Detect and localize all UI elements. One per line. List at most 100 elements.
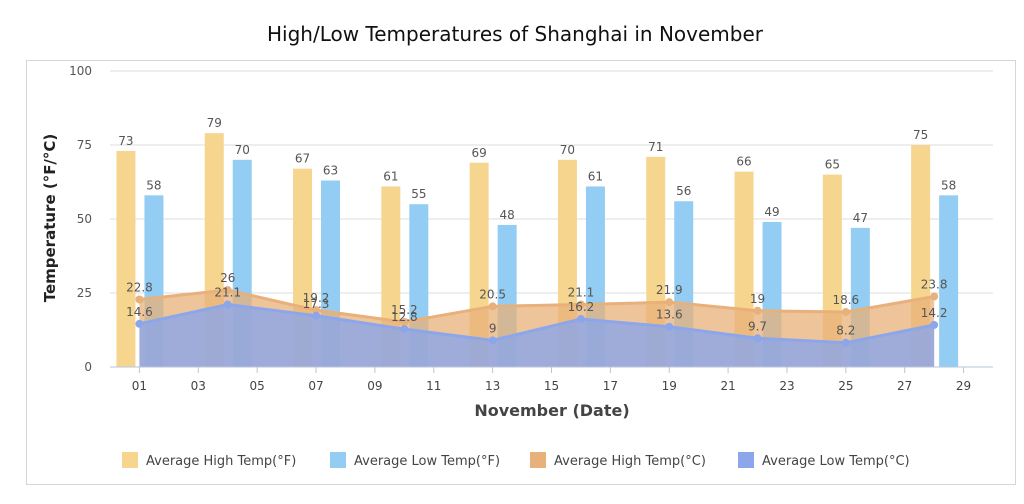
point xyxy=(400,318,409,327)
legend-swatch xyxy=(122,452,138,468)
data-label: 21.1 xyxy=(214,286,241,300)
area-line xyxy=(139,303,935,345)
data-label: 75 xyxy=(913,128,928,142)
data-label: 48 xyxy=(499,208,514,222)
y-tick-label: 25 xyxy=(77,286,92,300)
data-label: 67 xyxy=(295,152,310,166)
data-label: 14.2 xyxy=(921,306,948,320)
x-tick-label: 05 xyxy=(250,379,265,393)
data-label: 70 xyxy=(560,143,575,157)
x-tick-label: 09 xyxy=(367,379,382,393)
data-label: 19.2 xyxy=(303,291,330,305)
legend-swatch xyxy=(738,452,754,468)
legend-label: Average Low Temp(°C) xyxy=(762,454,910,469)
y-axis-title: Temperature (°F/°C) xyxy=(41,134,59,303)
point xyxy=(488,336,497,345)
chart-frame xyxy=(26,60,1016,485)
x-axis: 01 03 05 07 09 11 13 15 17 19 21 23 25 27 29 xyxy=(110,366,993,393)
point xyxy=(930,292,939,301)
point xyxy=(488,302,497,311)
x-tick-label: 11 xyxy=(426,379,441,393)
data-label: 23.8 xyxy=(921,278,948,292)
data-label: 9.7 xyxy=(748,319,767,333)
areas xyxy=(135,286,939,367)
data-label: 22.8 xyxy=(126,281,153,295)
data-label: 12.8 xyxy=(391,310,418,324)
data-label: 58 xyxy=(146,178,161,192)
legend-swatch xyxy=(330,452,346,468)
point xyxy=(753,306,762,315)
data-label: 16.2 xyxy=(568,300,595,314)
y-tick-label: 100 xyxy=(69,64,92,78)
point xyxy=(135,319,144,328)
y-axis: 0 25 50 75 100 xyxy=(69,64,92,374)
data-label: 20.5 xyxy=(479,287,506,301)
data-label: 69 xyxy=(471,146,486,160)
x-tick-label: 03 xyxy=(191,379,206,393)
x-tick-label: 13 xyxy=(485,379,500,393)
point xyxy=(665,298,674,307)
data-label: 21.1 xyxy=(568,286,595,300)
x-tick-label: 07 xyxy=(308,379,323,393)
data-label: 71 xyxy=(648,140,663,154)
y-tick-label: 0 xyxy=(84,360,92,374)
x-tick-label: 29 xyxy=(956,379,971,393)
data-label: 13.6 xyxy=(656,308,683,322)
y-tick-label: 75 xyxy=(77,138,92,152)
data-label: 55 xyxy=(411,187,426,201)
x-tick-label: 27 xyxy=(897,379,912,393)
point xyxy=(841,338,850,347)
point xyxy=(223,300,232,309)
legend: Average High Temp(°F) Average Low Temp(°F… xyxy=(122,452,910,469)
data-label: 65 xyxy=(825,158,840,172)
data-label: 47 xyxy=(853,211,868,225)
legend-swatch xyxy=(530,452,546,468)
data-label: 19 xyxy=(750,292,765,306)
data-label: 49 xyxy=(764,205,779,219)
point xyxy=(312,311,321,320)
data-label: 61 xyxy=(588,169,603,183)
x-tick-label: 19 xyxy=(662,379,677,393)
data-label: 61 xyxy=(383,169,398,183)
x-tick-label: 21 xyxy=(720,379,735,393)
point xyxy=(223,286,232,295)
point xyxy=(665,322,674,331)
x-tick-label: 23 xyxy=(779,379,794,393)
x-axis-title: November (Date) xyxy=(474,401,629,420)
data-label: 63 xyxy=(323,164,338,178)
data-label: 21.9 xyxy=(656,283,683,297)
data-label: 70 xyxy=(235,143,250,157)
x-tick-label: 01 xyxy=(132,379,147,393)
area-line xyxy=(139,288,935,324)
data-label: 14.6 xyxy=(126,305,153,319)
data-label: 9 xyxy=(489,321,497,335)
data-label: 73 xyxy=(118,134,133,148)
legend-label: Average High Temp(°F) xyxy=(146,454,296,469)
point xyxy=(930,320,939,329)
legend-label: Average High Temp(°C) xyxy=(554,454,706,469)
y-tick-label: 50 xyxy=(77,212,92,226)
data-label: 56 xyxy=(676,184,691,198)
data-label: 79 xyxy=(207,116,222,130)
data-label: 18.6 xyxy=(832,293,859,307)
point xyxy=(841,307,850,316)
point xyxy=(753,334,762,343)
data-labels: 73 79 67 61 69 70 71 66 65 75 58 70 63 55 48 61 56 49 47 58… xyxy=(118,116,956,338)
x-tick-label: 15 xyxy=(544,379,559,393)
point xyxy=(576,300,585,309)
legend-label: Average Low Temp(°F) xyxy=(354,454,500,469)
point xyxy=(312,306,321,315)
data-label: 26 xyxy=(220,271,235,285)
point xyxy=(576,315,585,324)
point xyxy=(135,295,144,304)
data-label: 17.3 xyxy=(303,297,330,311)
x-tick-label: 25 xyxy=(838,379,853,393)
bar xyxy=(116,150,136,367)
data-label: 66 xyxy=(736,155,751,169)
data-label: 15.2 xyxy=(391,303,418,317)
x-tick-label: 17 xyxy=(603,379,618,393)
data-label: 8.2 xyxy=(836,324,855,338)
bar xyxy=(939,195,959,367)
point xyxy=(400,325,409,334)
